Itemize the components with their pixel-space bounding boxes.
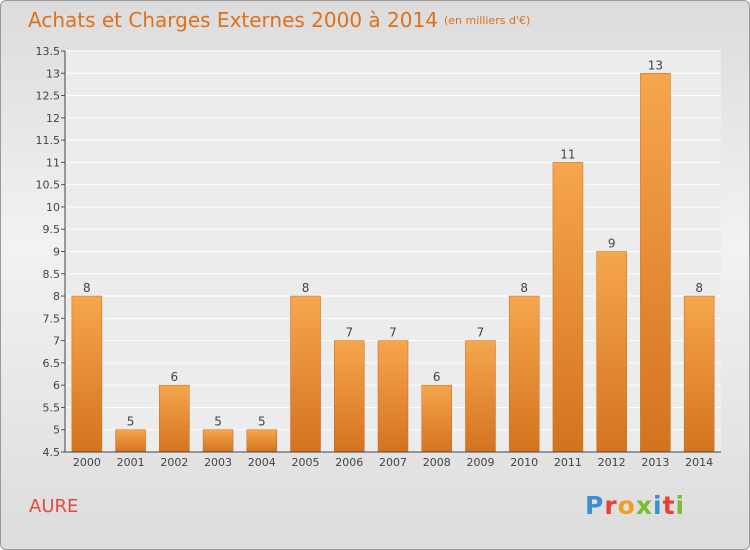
bar xyxy=(334,340,365,453)
y-tick-label: 10.5 xyxy=(36,179,61,192)
y-tick-label: 4.5 xyxy=(43,446,61,459)
data-label: 5 xyxy=(258,415,266,429)
data-label: 6 xyxy=(433,370,441,384)
bar xyxy=(202,429,234,453)
x-tick-label: 2001 xyxy=(117,456,145,469)
bar xyxy=(115,429,146,453)
x-tick-label: 2013 xyxy=(641,456,669,469)
y-tick-label: 5 xyxy=(53,424,60,437)
bar xyxy=(159,384,190,453)
data-label: 7 xyxy=(477,326,485,340)
logo-letter: x xyxy=(635,491,653,520)
data-label: 5 xyxy=(127,415,135,429)
x-tick-label: 2003 xyxy=(204,456,232,469)
chart-title: Achats et Charges Externes 2000 à 2014 (e… xyxy=(28,8,530,32)
data-label: 13 xyxy=(648,58,663,72)
y-tick-label: 9 xyxy=(53,246,60,259)
proxiti-logo: Proxiti xyxy=(585,491,685,520)
x-tick-label: 2014 xyxy=(685,456,713,469)
data-label: 8 xyxy=(302,281,310,295)
logo-letter: t xyxy=(662,491,676,520)
y-tick-label: 10 xyxy=(46,201,60,214)
y-tick-label: 11.5 xyxy=(36,134,61,147)
y-tick-label: 7.5 xyxy=(43,312,61,325)
commune-name: AURE xyxy=(29,496,79,517)
bar xyxy=(246,429,278,453)
y-tick-label: 13.5 xyxy=(36,45,61,58)
y-tick-label: 9.5 xyxy=(43,223,61,236)
data-label: 7 xyxy=(389,326,397,340)
y-tick-label: 12.5 xyxy=(36,90,61,103)
x-tick-label: 2011 xyxy=(554,456,582,469)
title-unit: (en milliers d'€) xyxy=(443,14,531,27)
bar xyxy=(640,73,671,453)
bar xyxy=(465,340,496,453)
data-label: 9 xyxy=(608,237,616,251)
logo-letter: i xyxy=(675,491,686,520)
bar xyxy=(552,162,584,453)
x-tick-label: 2007 xyxy=(379,456,407,469)
bar xyxy=(508,295,540,453)
x-tick-label: 2006 xyxy=(335,456,363,469)
data-label: 8 xyxy=(83,281,91,295)
y-tick-label: 6.5 xyxy=(43,357,61,370)
bar xyxy=(71,295,103,453)
x-tick-label: 2008 xyxy=(423,456,451,469)
y-tick-label: 12 xyxy=(46,112,60,125)
y-tick-label: 13 xyxy=(46,67,60,80)
bar xyxy=(683,295,715,453)
y-tick-label: 11 xyxy=(46,156,60,169)
bar xyxy=(596,251,627,453)
x-tick-label: 2004 xyxy=(248,456,276,469)
x-tick-label: 2010 xyxy=(510,456,538,469)
bar xyxy=(421,384,452,453)
x-tick-label: 2012 xyxy=(598,456,626,469)
data-label: 8 xyxy=(695,281,703,295)
bar xyxy=(290,295,321,453)
logo-letter: P xyxy=(585,491,605,520)
data-label: 11 xyxy=(560,147,575,161)
y-tick-label: 7 xyxy=(53,335,60,348)
title-text: Achats et Charges Externes 2000 à 2014 xyxy=(28,8,438,32)
y-tick-label: 8 xyxy=(53,290,60,303)
logo-letter: o xyxy=(617,491,636,520)
data-label: 7 xyxy=(345,326,353,340)
data-label: 8 xyxy=(520,281,528,295)
data-label: 5 xyxy=(214,415,222,429)
data-label: 6 xyxy=(171,370,179,384)
y-tick-label: 5.5 xyxy=(43,401,61,414)
bar xyxy=(377,340,409,453)
logo-letter: i xyxy=(653,491,663,520)
logo-letter: r xyxy=(604,491,618,520)
x-tick-label: 2005 xyxy=(292,456,320,469)
y-tick-label: 6 xyxy=(53,379,60,392)
x-tick-label: 2000 xyxy=(73,456,101,469)
x-tick-label: 2009 xyxy=(466,456,494,469)
x-tick-label: 2002 xyxy=(160,456,188,469)
y-tick-label: 8.5 xyxy=(43,268,61,281)
